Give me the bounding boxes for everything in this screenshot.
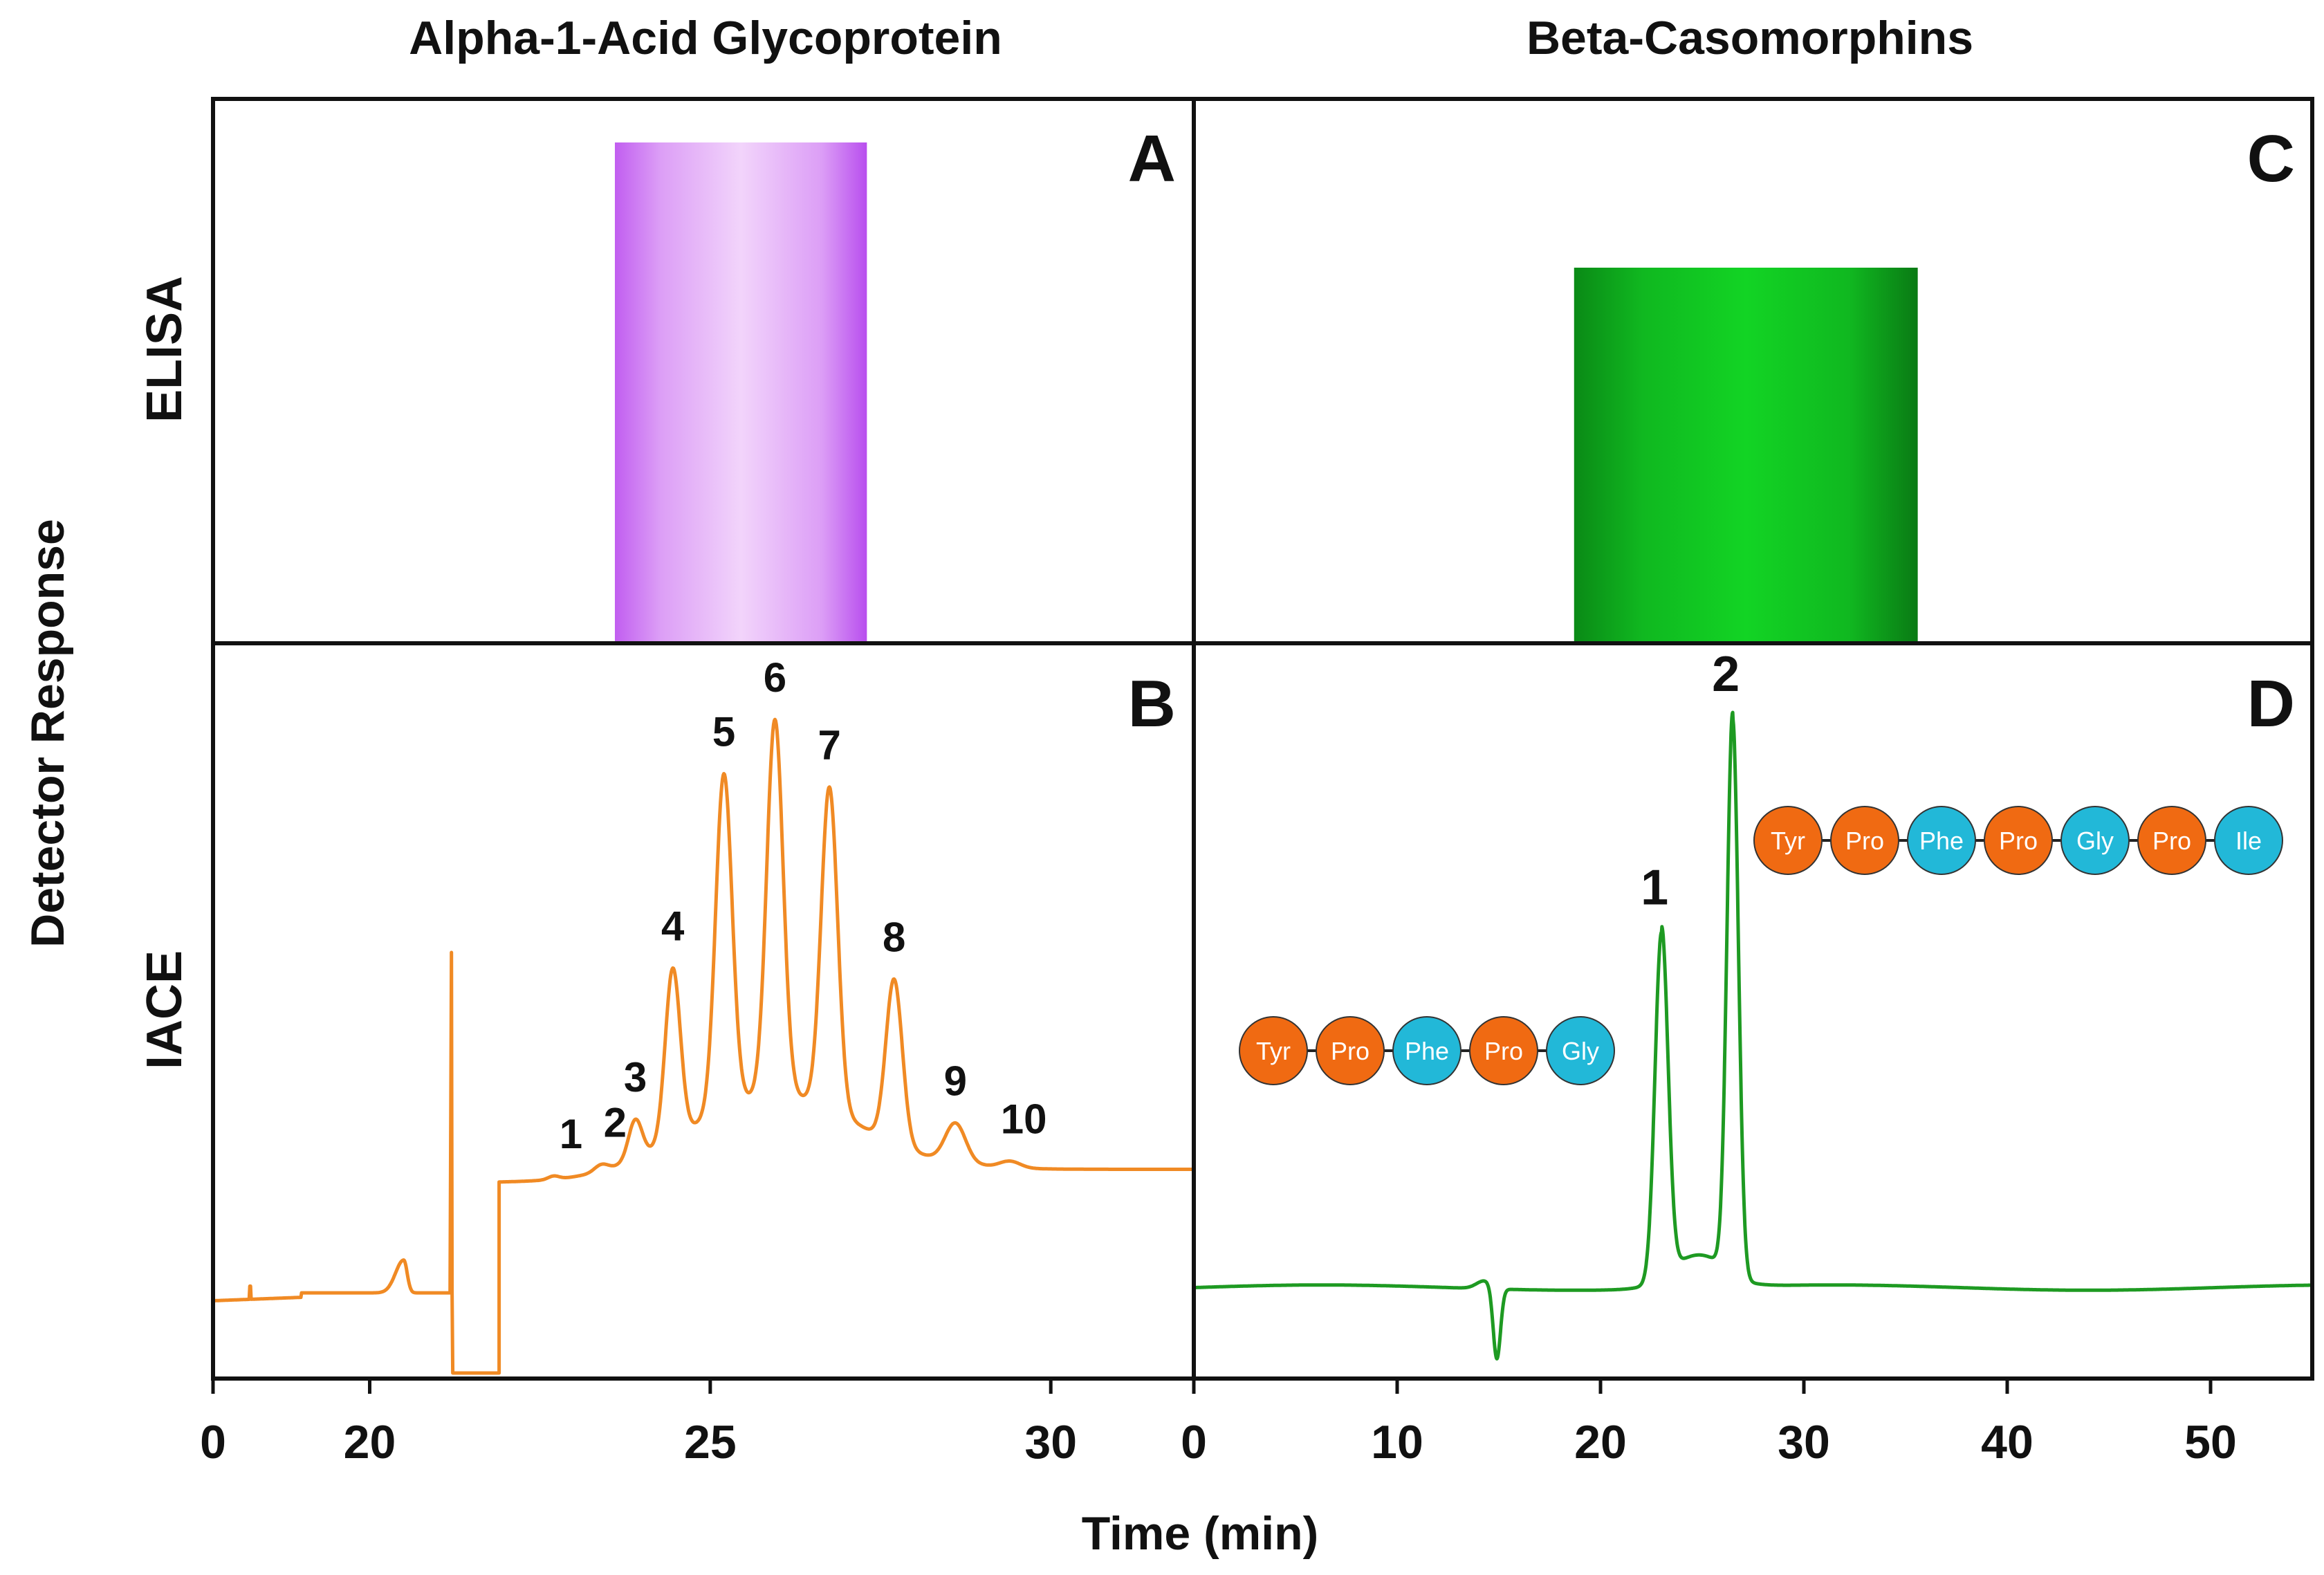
- peak-label-alpha-4: 4: [661, 903, 685, 950]
- residue-gly: [1546, 1016, 1615, 1085]
- residue-label: Ile: [2235, 827, 2262, 855]
- residue-tyr: [1239, 1016, 1308, 1085]
- peak-label-alpha-2: 2: [604, 1099, 627, 1145]
- elisa-bar-beta: [1574, 267, 1918, 644]
- residue-label: Gly: [2076, 827, 2114, 855]
- residue-label: Phe: [1405, 1037, 1449, 1065]
- iace-trace-beta: [1192, 710, 2314, 1361]
- peak-label-alpha-7: 7: [818, 722, 841, 768]
- residue-label: Tyr: [1771, 827, 1805, 855]
- residue-label: Pro: [1484, 1037, 1523, 1065]
- molecule-peak-1: Tyr Pro Phe Pro Gly: [1239, 1016, 1615, 1085]
- residue-pro: [1469, 1016, 1538, 1085]
- residue-label: Pro: [1845, 827, 1884, 855]
- x-tick-label: 50: [2184, 1416, 2237, 1468]
- y-axis-title: Detector Response: [21, 519, 74, 948]
- residue-label: Phe: [1919, 827, 1964, 855]
- residue-label: Tyr: [1256, 1037, 1291, 1065]
- x-tick-label: 0: [200, 1416, 226, 1468]
- x-ticks-beta: 0 10 20 30 40 50: [1181, 1379, 2237, 1468]
- residue-ile: [2214, 806, 2283, 875]
- peak-label-alpha-5: 5: [712, 709, 735, 755]
- peak-label-beta-1: 1: [1641, 860, 1668, 916]
- panel-letter-c: C: [2247, 122, 2295, 196]
- residue-pro: [1984, 806, 2053, 875]
- x-tick-label: 30: [1778, 1416, 1830, 1468]
- panel-letter-a: A: [1128, 122, 1176, 196]
- x-ticks-alpha: 20 25 30 0: [200, 1379, 1077, 1468]
- peak-label-alpha-3: 3: [624, 1054, 647, 1100]
- elisa-bar-alpha: [614, 142, 867, 643]
- residue-label: Gly: [1562, 1037, 1599, 1065]
- residue-pro: [1830, 806, 1899, 875]
- residue-label: Pro: [1999, 827, 2038, 855]
- peak-labels-alpha: 1 23 4 567 8 9 10: [560, 654, 1047, 1157]
- x-tick-label: 25: [684, 1416, 737, 1468]
- molecule-peak-2: Tyr Pro Phe Pro Gly Pro Ile: [1753, 806, 2283, 875]
- residue-gly: [2060, 806, 2130, 875]
- residue-pro: [1316, 1016, 1385, 1085]
- row-label-iace: IACE: [137, 950, 192, 1069]
- peak-label-alpha-1: 1: [560, 1111, 582, 1157]
- panel-letter-b: B: [1128, 667, 1176, 741]
- x-tick-label: 20: [1574, 1416, 1627, 1468]
- peak-labels-beta: 12: [1641, 647, 1740, 915]
- x-tick-label: 0: [1181, 1416, 1207, 1468]
- residue-phe: [1392, 1016, 1461, 1085]
- residue-label: Pro: [1331, 1037, 1370, 1065]
- peak-label-alpha-10: 10: [1001, 1096, 1047, 1143]
- plot-frame: [211, 97, 2314, 1381]
- residue-label: Pro: [2152, 827, 2191, 855]
- peak-label-beta-2: 2: [1712, 647, 1740, 702]
- x-tick-label: 40: [1981, 1416, 2034, 1468]
- column-title-beta: Beta-Casomorphins: [1527, 12, 1973, 64]
- row-label-elisa: ELISA: [137, 276, 192, 423]
- x-axis-title: Time (min): [1082, 1507, 1319, 1560]
- x-tick-label: 30: [1024, 1416, 1077, 1468]
- peak-label-alpha-8: 8: [883, 914, 905, 960]
- x-tick-label: 20: [344, 1416, 396, 1468]
- iace-trace-alpha: [212, 717, 1195, 1375]
- peak-label-alpha-9: 9: [944, 1058, 967, 1104]
- residue-pro: [2137, 806, 2206, 875]
- column-title-alpha: Alpha-1-Acid Glycoprotein: [409, 12, 1002, 64]
- panel-letter-d: D: [2247, 667, 2295, 741]
- peak-label-alpha-6: 6: [764, 654, 786, 701]
- x-tick-label: 10: [1371, 1416, 1423, 1468]
- residue-tyr: [1753, 806, 1823, 875]
- residue-phe: [1907, 806, 1976, 875]
